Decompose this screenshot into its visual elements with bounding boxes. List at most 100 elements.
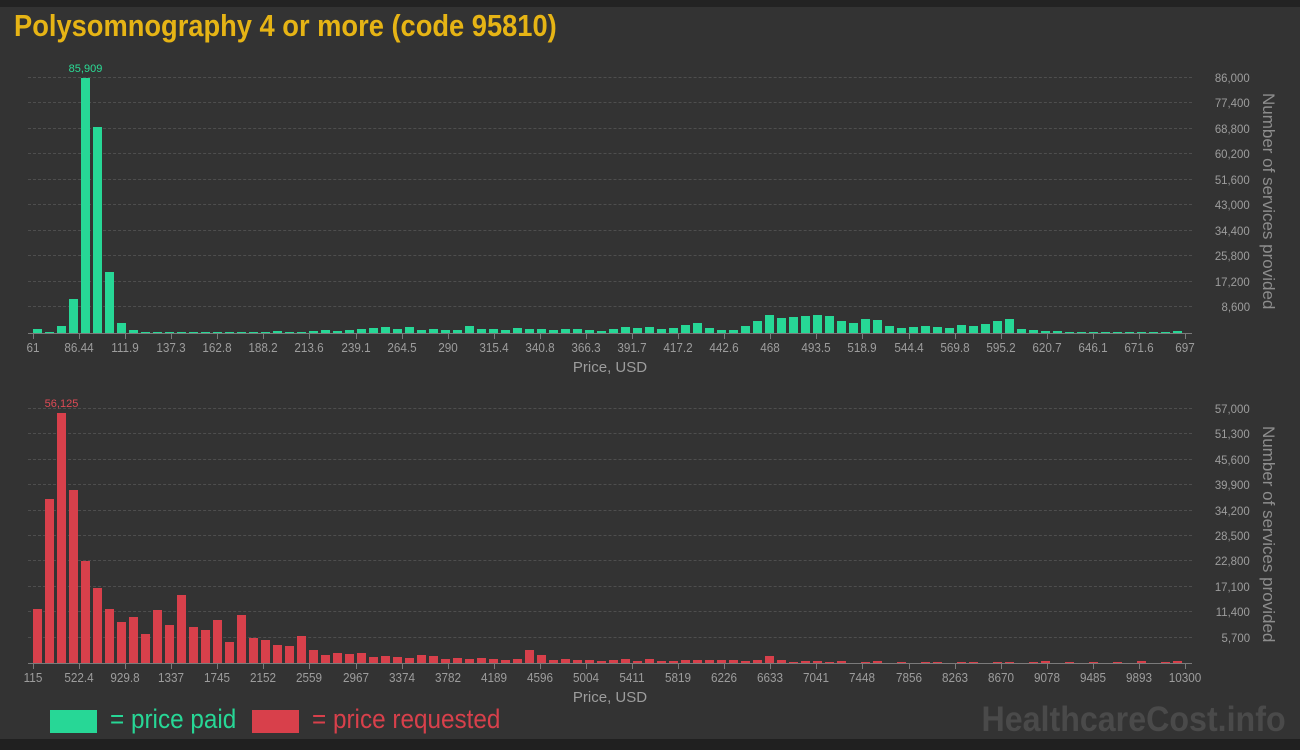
histogram-bar [609,329,618,333]
histogram-bar [681,660,690,663]
histogram-bar [669,328,678,333]
x-tick [402,664,403,669]
x-tick [33,334,34,339]
histogram-bar [633,661,642,663]
x-tick [1185,334,1186,339]
gridline [28,637,1192,638]
y-tick-label: 25,800 [1215,249,1250,263]
x-tick-label: 7448 [848,670,876,685]
x-tick [1093,334,1094,339]
histogram-bar [81,561,90,663]
x-tick [33,664,34,669]
x-tick [1139,664,1140,669]
x-tick-label: 290 [438,340,458,355]
gridline [28,204,1192,205]
x-tick-label: 115 [23,670,43,685]
histogram-bar [705,660,714,663]
x-tick-label: 264.5 [387,340,417,355]
histogram-bar [513,328,522,333]
y-tick-label: 22,800 [1215,554,1250,568]
y-tick-label: 43,000 [1215,198,1250,212]
x-tick [125,664,126,669]
x-tick [724,334,725,339]
x-tick [1139,334,1140,339]
x-tick-label: 3782 [434,670,462,685]
peak-value-label: 56,125 [44,398,79,410]
histogram-bar [225,642,234,663]
x-tick-label: 646.1 [1078,340,1108,355]
x-tick-label: 595.2 [986,340,1016,355]
histogram-bar [705,328,714,333]
histogram-bar [717,330,726,333]
x-tick-label: 137.3 [156,340,186,355]
histogram-bar [477,329,486,333]
histogram-bar [105,609,114,663]
histogram-bar [1029,330,1038,333]
histogram-bar [837,321,846,333]
histogram-bar [969,326,978,333]
histogram-bar [441,659,450,663]
gridline [28,306,1192,307]
histogram-bar [945,328,954,333]
y-tick-label: 51,300 [1215,427,1250,441]
x-tick [955,664,956,669]
price-requested-plot: 56,125 [28,398,1192,664]
histogram-bar [465,659,474,663]
x-tick-label: 239.1 [341,340,371,355]
x-tick-label: 442.6 [709,340,739,355]
histogram-bar [129,330,138,333]
price-paid-x-axis-tick-labels: 61 86.44 111.9 137.3 162.8 188.2 213.6 239.1 264… [26,340,1194,356]
x-tick [586,664,587,669]
x-tick [1185,664,1186,669]
histogram-bar [885,326,894,333]
histogram-bar [321,330,330,333]
x-tick [125,334,126,339]
histogram-bar [177,595,186,663]
histogram-bar [417,655,426,663]
histogram-bar [789,662,798,663]
histogram-bar [1113,332,1122,333]
x-tick [494,334,495,339]
histogram-bar [201,630,210,663]
histogram-bar [657,661,666,663]
y-tick-label: 68,800 [1215,122,1250,136]
histogram-bar [897,328,906,333]
histogram-bar [141,634,150,663]
legend-label-price-paid: = price paid [110,704,237,734]
price-paid-x-axis-title: Price, USD [572,359,648,376]
histogram-bar [333,331,342,333]
histogram-bar [573,329,582,333]
x-tick [540,664,541,669]
x-tick-label: 6633 [756,670,784,685]
x-tick-label: 518.9 [847,340,877,355]
histogram-bar [453,330,462,333]
histogram-bar [501,330,510,333]
x-tick [862,664,863,669]
histogram-bar [1161,662,1170,663]
histogram-bar [585,330,594,333]
histogram-bar [921,326,930,333]
histogram-bar [105,272,114,333]
y-tick-label: 60,200 [1215,147,1250,161]
x-tick [862,334,863,339]
histogram-bar [933,327,942,333]
x-tick [263,664,264,669]
histogram-bar [621,659,630,663]
x-tick-label: 86.44 [64,340,94,355]
histogram-bar [657,329,666,333]
histogram-bar [513,659,522,663]
price-paid-y-axis-title: Number of services provided [1259,93,1278,310]
gridline [28,560,1192,561]
price-requested-x-axis-ticks [28,664,1192,670]
x-tick [217,664,218,669]
x-tick-label: 1745 [203,670,231,685]
histogram-bar [309,650,318,663]
y-tick-label: 39,900 [1215,478,1250,492]
gridline [28,230,1192,231]
histogram-bar [825,316,834,333]
histogram-bar [1125,332,1134,333]
histogram-bar [237,615,246,663]
x-tick-label: 391.7 [617,340,647,355]
histogram-bar [933,662,942,663]
x-tick [1047,664,1048,669]
